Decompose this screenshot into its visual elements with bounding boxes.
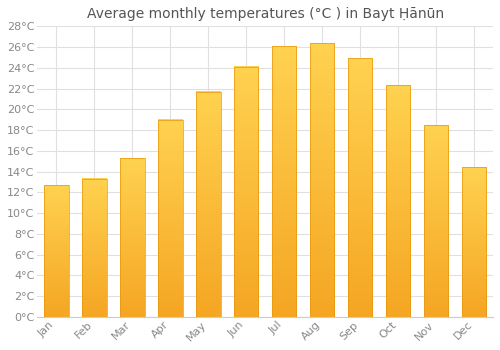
Bar xyxy=(196,92,220,317)
Bar xyxy=(462,167,486,317)
Bar xyxy=(272,46,296,317)
Title: Average monthly temperatures (°C ) in Bayt Ḥānūn: Average monthly temperatures (°C ) in Ba… xyxy=(86,7,444,21)
Bar xyxy=(234,67,258,317)
Bar xyxy=(348,58,372,317)
Bar xyxy=(158,120,182,317)
Bar xyxy=(120,158,144,317)
Bar xyxy=(386,85,410,317)
Bar xyxy=(424,125,448,317)
Bar xyxy=(310,43,334,317)
Bar xyxy=(44,185,68,317)
Bar xyxy=(82,179,106,317)
